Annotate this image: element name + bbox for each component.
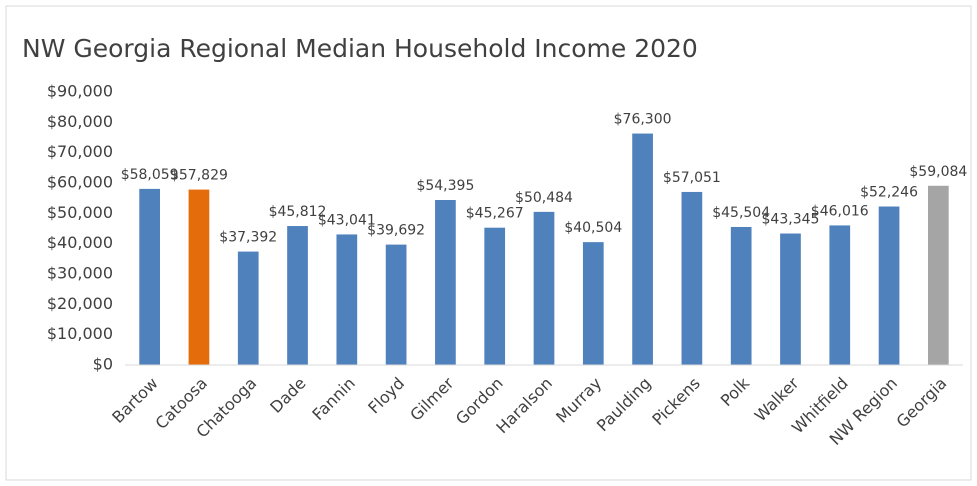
value-label: $54,395	[416, 178, 474, 194]
y-tick-label: $40,000	[47, 233, 113, 252]
y-tick-label: $80,000	[47, 112, 113, 131]
bar	[287, 226, 308, 365]
y-tick-label: $10,000	[47, 324, 113, 343]
value-label: $43,345	[762, 212, 820, 228]
value-label: $57,051	[663, 170, 721, 186]
bar	[385, 244, 407, 365]
bar	[435, 200, 456, 365]
y-tick-label: $30,000	[47, 264, 113, 283]
value-label: $52,246	[860, 185, 918, 201]
value-label: $39,692	[367, 223, 425, 239]
bar	[533, 211, 555, 365]
value-label: $76,300	[614, 112, 672, 128]
bar	[928, 185, 949, 365]
value-label: $45,812	[269, 204, 327, 220]
value-label: $45,267	[466, 206, 524, 222]
bar	[188, 189, 210, 365]
value-label: $58,059	[121, 167, 179, 183]
y-tick-label: $20,000	[47, 294, 113, 313]
bar	[484, 227, 506, 365]
y-tick-label: $0	[93, 355, 113, 374]
value-label: $50,484	[515, 190, 573, 206]
bar	[237, 251, 259, 365]
value-label: $40,504	[564, 220, 622, 236]
bar	[878, 206, 900, 365]
bar	[582, 242, 604, 365]
bar	[336, 234, 358, 365]
y-tick-label: $50,000	[47, 203, 113, 222]
value-label: $46,016	[811, 203, 869, 219]
value-label: $59,084	[909, 164, 967, 180]
y-tick-label: $70,000	[47, 142, 113, 161]
bar	[730, 226, 752, 365]
value-label: $45,504	[712, 205, 770, 221]
y-tick-label: $60,000	[47, 173, 113, 192]
bar	[829, 225, 851, 365]
y-tick-label: $90,000	[47, 82, 113, 101]
chart-title: NW Georgia Regional Median Household Inc…	[22, 34, 698, 63]
value-label: $43,041	[318, 212, 376, 228]
bar	[681, 191, 703, 365]
bar	[139, 188, 160, 365]
bar	[780, 233, 801, 365]
value-label: $37,392	[219, 230, 277, 246]
bar	[632, 133, 653, 365]
value-label: $57,829	[170, 168, 228, 184]
